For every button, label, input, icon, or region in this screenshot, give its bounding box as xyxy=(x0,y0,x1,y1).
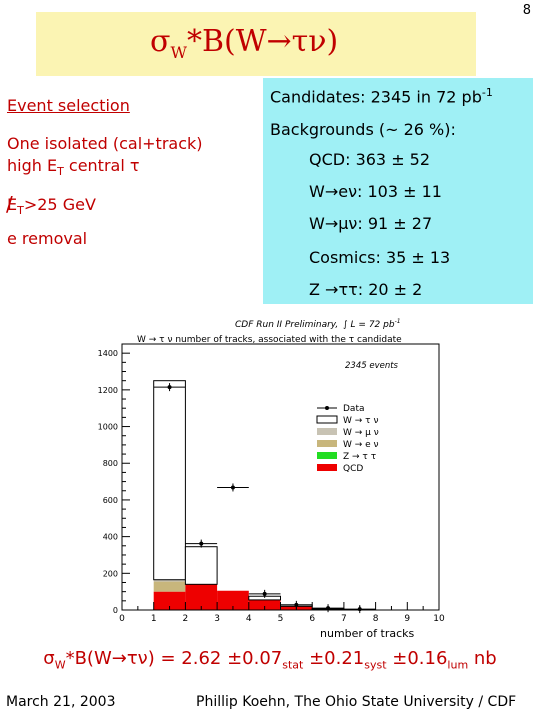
legend-swatch-qcd xyxy=(317,464,337,471)
background-ztautau: Z →ττ: 20 ± 2 xyxy=(309,280,423,299)
legend-label-5: QCD xyxy=(343,464,363,474)
x-tick-label-5: 5 xyxy=(278,614,284,624)
x-tick-label-10: 10 xyxy=(433,614,445,624)
y-tick-label-800: 800 xyxy=(103,459,118,468)
chart-lumi: ∫ L = 72 pb-1 xyxy=(343,318,401,330)
backgrounds-heading: Backgrounds (~ 26 %): xyxy=(270,120,456,139)
selection-line-1: One isolated (cal+track) xyxy=(7,134,203,153)
legend-label-0: Data xyxy=(343,404,365,414)
x-tick-label-1: 1 xyxy=(151,614,157,624)
data-point-bin5 xyxy=(294,602,299,607)
title-sigma: σ xyxy=(150,24,171,59)
footer-author: Phillip Koehn, The Ohio State University… xyxy=(196,694,517,710)
bar-w-bin2 xyxy=(184,546,218,585)
selection-isolation: One isolated (cal+track) high ET central… xyxy=(7,133,203,183)
selection-line-2: high ET central τ xyxy=(7,156,140,179)
title-rest: *B(W→τν) xyxy=(186,24,339,59)
legend-swatch-we xyxy=(317,440,337,447)
slide-title: σW*B(W→τν) xyxy=(150,24,338,62)
y-tick-label-0: 0 xyxy=(113,606,118,615)
x-tick-label-8: 8 xyxy=(373,614,379,624)
legend-swatch-w xyxy=(316,415,338,424)
data-point-bin1 xyxy=(167,385,172,390)
met-slash-icon: / xyxy=(6,192,13,216)
bar-qcd-bin4 xyxy=(248,599,281,610)
footer-date: March 21, 2003 xyxy=(6,694,116,710)
bar-qcd-bin1 xyxy=(153,591,186,610)
chart-events-label: 2345 events xyxy=(345,361,399,371)
x-tick-label-2: 2 xyxy=(183,614,189,624)
y-tick-label-1400: 1400 xyxy=(98,349,118,358)
candidates-box: Candidates: 2345 in 72 pb-1 Backgrounds … xyxy=(263,78,533,304)
background-wmunu: W→μν: 91 ± 27 xyxy=(309,214,433,233)
y-tick-label-1000: 1000 xyxy=(98,423,118,432)
bar-qcd-bin2 xyxy=(185,584,218,610)
bar-we-bin1 xyxy=(153,581,186,592)
page-number: 8 xyxy=(522,3,531,18)
y-tick-label-1200: 1200 xyxy=(98,386,118,395)
background-wenu: W→eν: 103 ± 11 xyxy=(309,182,442,201)
y-tick-label-400: 400 xyxy=(103,533,118,542)
legend-label-4: Z → τ τ xyxy=(343,452,376,462)
background-qcd: QCD: 363 ± 52 xyxy=(309,150,431,169)
selection-met: E / T>25 GeV xyxy=(6,192,96,218)
legend-swatch-z xyxy=(317,452,337,459)
x-tick-label-0: 0 xyxy=(119,614,125,624)
selection-e-removal: e removal xyxy=(7,229,88,248)
candidates-count: Candidates: 2345 in 72 pb-1 xyxy=(270,86,493,107)
legend-swatch-w xyxy=(317,428,337,435)
ntracks-histogram: 0 200 400 600 800 1000 1200 1400 0 1 2 3 4 5 6 7 8 9 10 Da… xyxy=(98,318,445,640)
x-tick-label-7: 7 xyxy=(341,614,347,624)
legend-dot-data xyxy=(325,406,329,410)
data-point-bin2 xyxy=(199,541,204,546)
bar-w-bin1 xyxy=(153,579,186,582)
x-tick-label-6: 6 xyxy=(309,614,315,624)
y-tick-label-200: 200 xyxy=(103,569,118,578)
legend-label-2: W → μ ν xyxy=(343,428,379,438)
x-tick-label-4: 4 xyxy=(246,614,252,624)
bar-w-bin1 xyxy=(153,380,186,581)
cross-section-result: σW*B(W→τν) = 2.62 ±0.07stat ±0.21syst ±0… xyxy=(43,648,497,672)
event-selection-heading: Event selection xyxy=(7,96,130,115)
legend-label-1: W → τ ν xyxy=(343,416,378,426)
title-subscript: W xyxy=(170,43,187,62)
x-axis-label: number of tracks xyxy=(320,627,415,640)
y-tick-label-600: 600 xyxy=(103,496,118,505)
title-banner xyxy=(36,12,476,76)
met-symbol: E xyxy=(7,195,18,214)
chart-header: CDF Run II Preliminary, xyxy=(235,320,338,330)
legend-label-3: W → e ν xyxy=(343,440,379,450)
bar-qcd-bin3 xyxy=(217,590,249,610)
chart-title: W → τ ν number of tracks, associated wit… xyxy=(137,335,402,345)
data-point-bin4 xyxy=(262,591,267,596)
background-cosmics: Cosmics: 35 ± 13 xyxy=(309,248,451,267)
x-tick-label-9: 9 xyxy=(404,614,410,624)
data-point-bin3 xyxy=(230,485,235,490)
x-tick-label-3: 3 xyxy=(214,614,220,624)
